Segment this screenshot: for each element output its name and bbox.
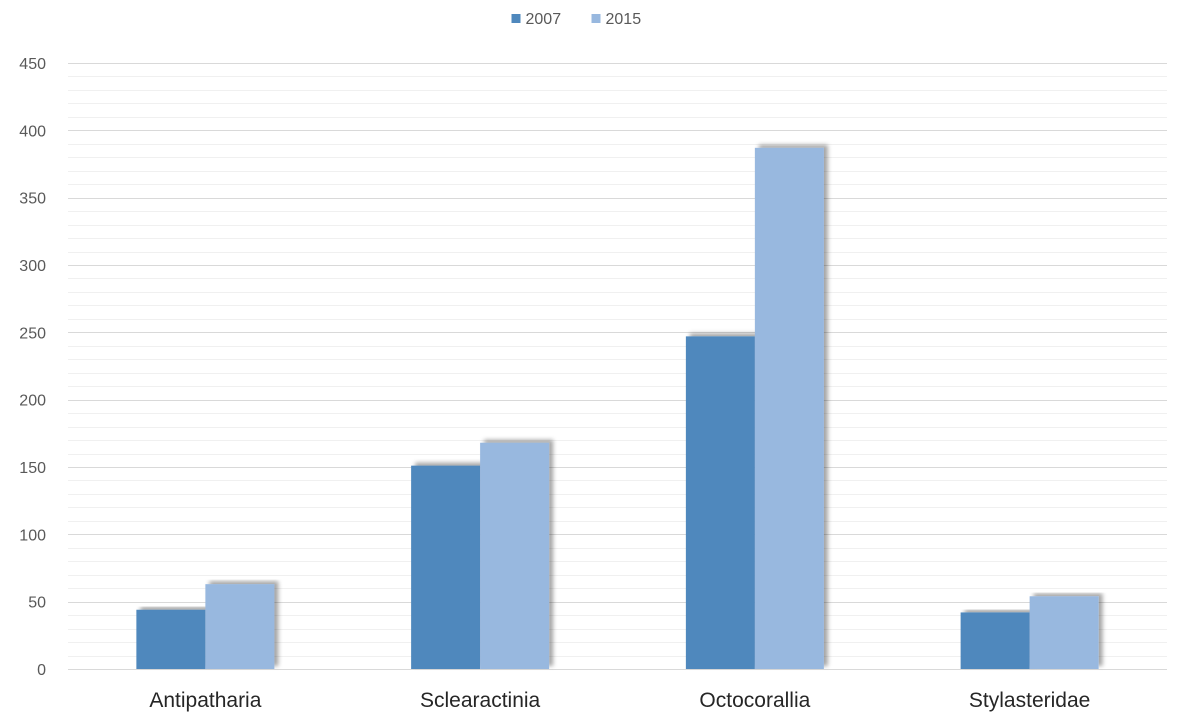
y-tick-label: 450: [19, 56, 46, 73]
bar-2007-sclearactinia: [411, 465, 481, 669]
x-tick-label: Stylasteridae: [969, 689, 1090, 712]
y-tick-label: 0: [37, 662, 46, 679]
y-tick-label: 350: [19, 191, 46, 208]
legend: 2007 2015: [511, 11, 642, 28]
bar-2015-antipatharia: [205, 584, 275, 669]
bar-2007-stylasteridae: [960, 612, 1030, 669]
y-tick-label: 400: [19, 123, 46, 140]
x-tick-label: Antipatharia: [149, 689, 261, 712]
y-tick-label: 250: [19, 325, 46, 342]
x-axis: Antipatharia Sclearactinia Octocorallia Sty…: [149, 689, 1090, 712]
y-tick-label: 150: [19, 460, 46, 477]
y-axis: 0 50 100 150 200 250 300 350 400 450: [19, 56, 46, 679]
x-tick-label: Octocorallia: [699, 689, 810, 712]
legend-swatch-2007: [511, 14, 521, 23]
bar-2015-stylasteridae: [1029, 596, 1099, 669]
x-tick-label: Sclearactinia: [420, 689, 541, 712]
y-tick-label: 50: [28, 595, 46, 612]
bar-2007-octocorallia: [685, 336, 755, 669]
legend-swatch-2015: [591, 14, 601, 23]
y-tick-label: 300: [19, 258, 46, 275]
bars: [136, 147, 1099, 670]
legend-label-2015: 2015: [606, 11, 642, 28]
legend-label-2007: 2007: [526, 11, 562, 28]
gridlines: [68, 63, 1167, 670]
bar-2007-antipatharia: [136, 609, 206, 669]
y-tick-label: 100: [19, 527, 46, 544]
bar-2015-sclearactinia: [480, 442, 550, 669]
y-tick-label: 200: [19, 393, 46, 410]
bar-2015-octocorallia: [754, 147, 824, 670]
